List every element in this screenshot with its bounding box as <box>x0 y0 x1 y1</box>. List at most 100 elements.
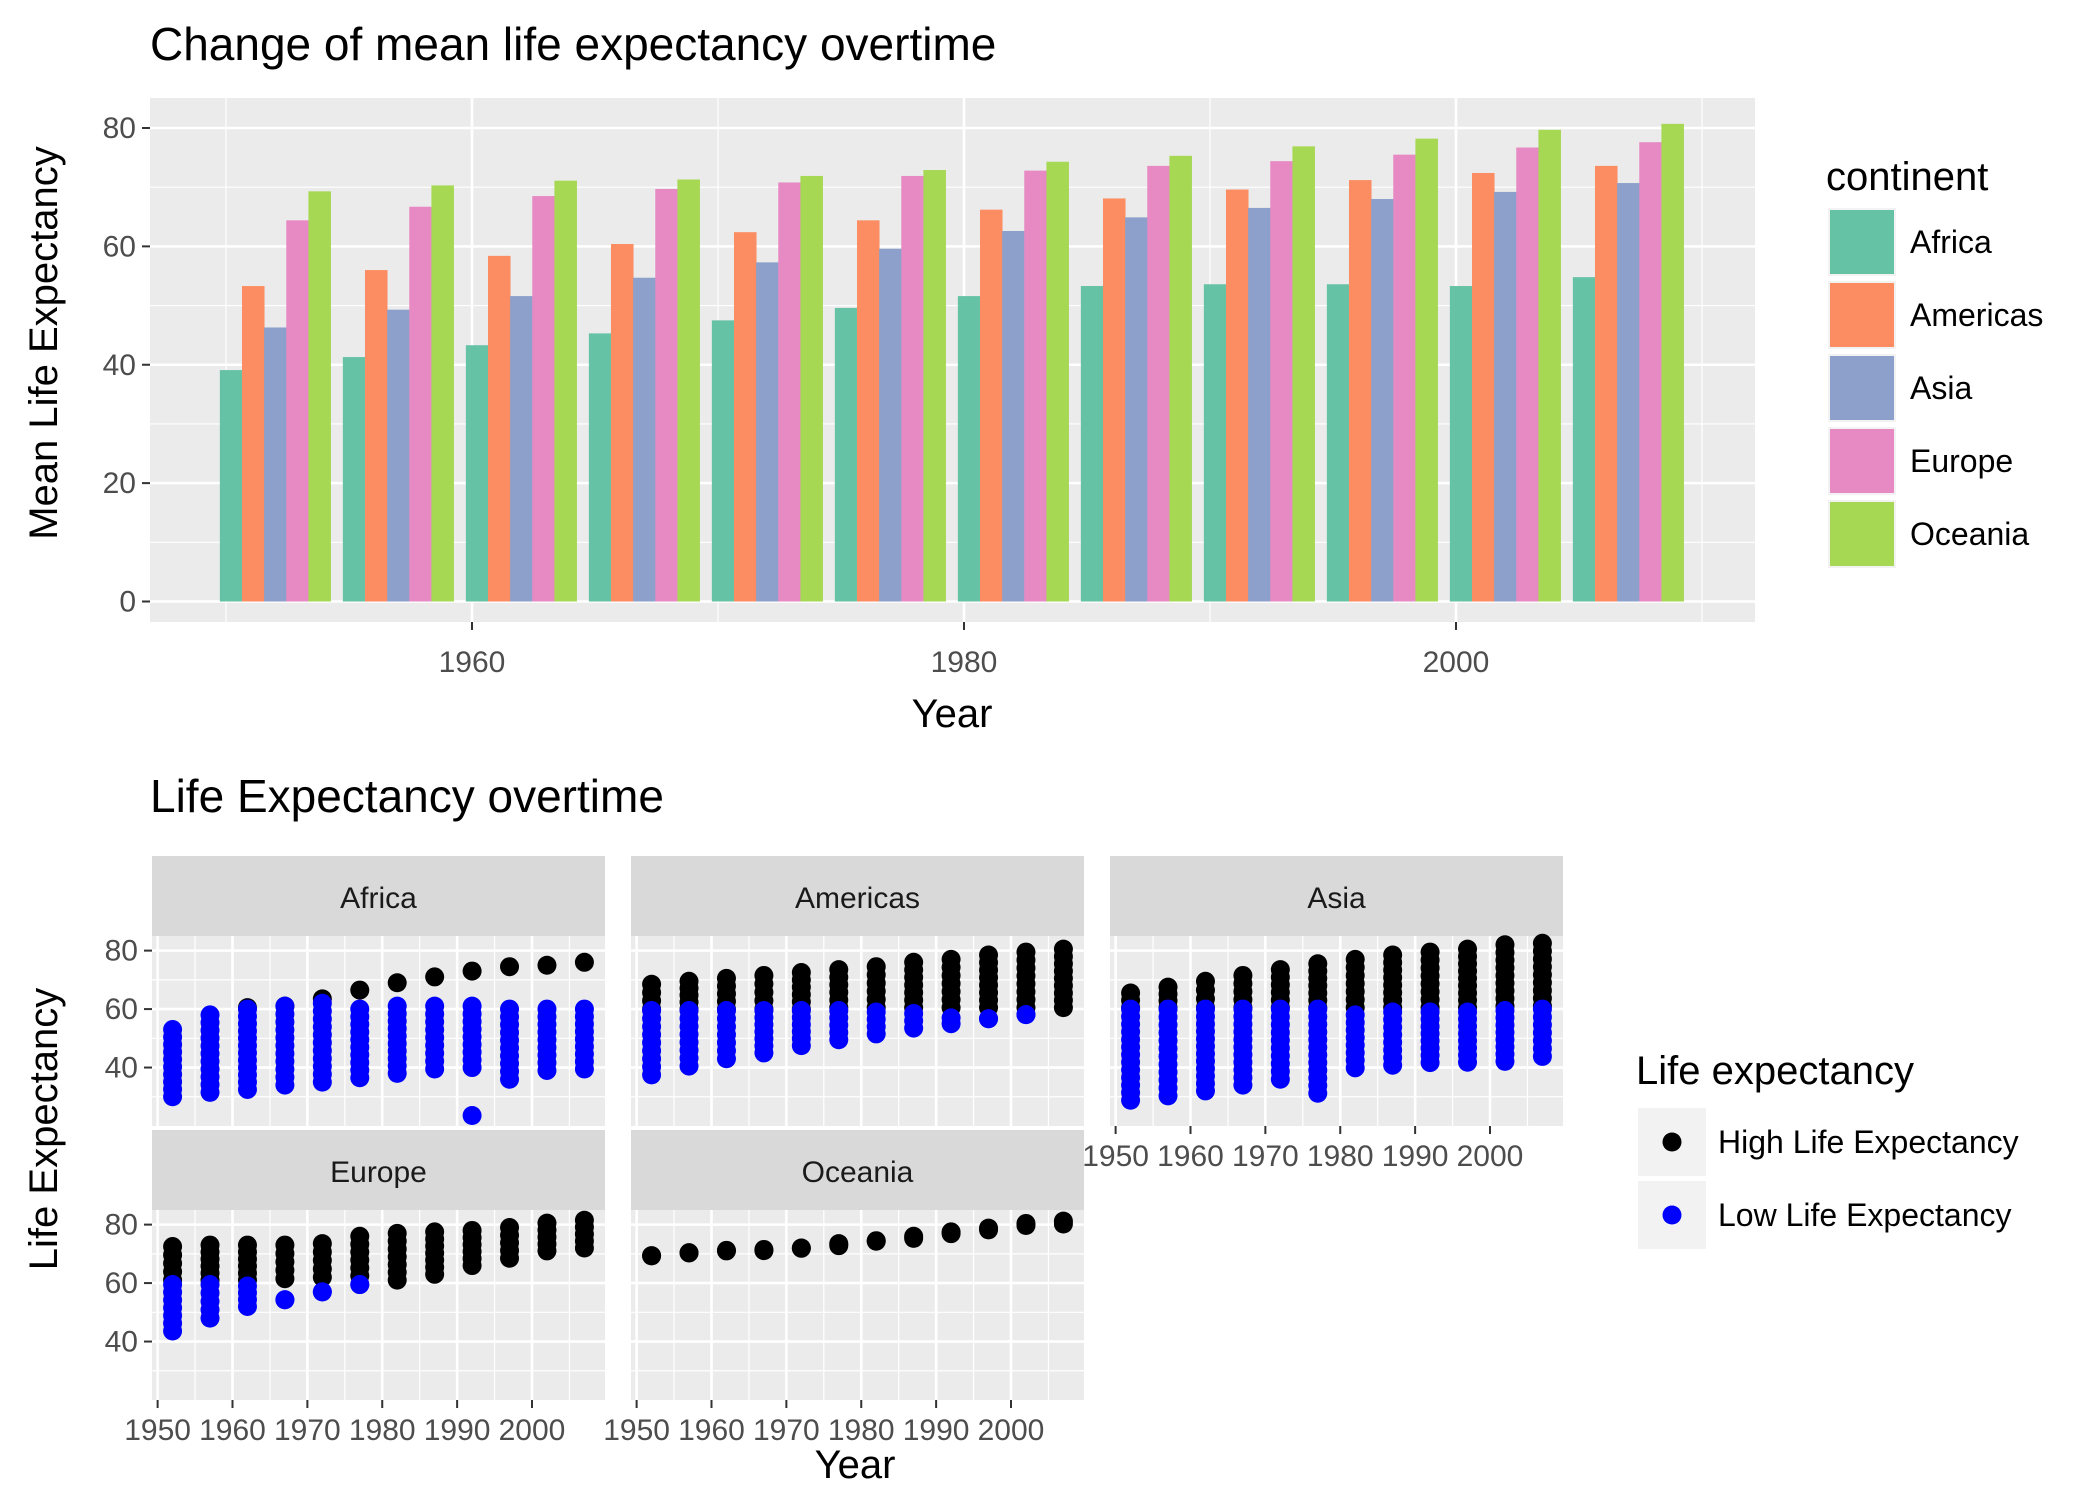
bar-europe-2007 <box>1639 142 1662 602</box>
point-low <box>1121 999 1141 1019</box>
bar-americas-1987 <box>1102 198 1126 602</box>
point-high <box>537 955 557 975</box>
bar-oceania-1977 <box>923 170 946 602</box>
point-low <box>1016 1005 1036 1025</box>
point-high <box>904 952 924 972</box>
point-high <box>679 1243 699 1263</box>
x-tick-label: 1960 <box>1157 1140 1224 1173</box>
point-high <box>462 1220 482 1240</box>
point-low <box>500 999 520 1019</box>
bar-europe-1992 <box>1270 161 1293 602</box>
point-low <box>275 1290 295 1310</box>
point-high <box>1458 939 1478 959</box>
bar-asia-1952 <box>264 327 287 602</box>
legend-label-asia: Asia <box>1910 370 1972 406</box>
facet-strip <box>1110 856 1563 936</box>
point-low <box>1383 1002 1403 1022</box>
point-low <box>829 1001 849 1021</box>
bar-americas-1952 <box>241 286 265 602</box>
point-low <box>904 1003 924 1023</box>
point-low <box>941 1008 961 1028</box>
point-low <box>425 996 445 1016</box>
bar-africa-1967 <box>588 333 612 602</box>
point-high <box>1270 960 1290 980</box>
scatter-chart-title: Life Expectancy overtime <box>150 770 664 822</box>
bar-americas-1972 <box>733 232 757 602</box>
legend-label: High Life Expectancy <box>1718 1124 2019 1160</box>
point-high <box>1195 971 1215 991</box>
x-tick-label: 1980 <box>1307 1140 1374 1173</box>
point-low <box>1270 999 1290 1019</box>
point-high <box>312 1234 332 1254</box>
bar-oceania-1957 <box>431 185 454 602</box>
bar-africa-1972 <box>711 320 735 602</box>
point-high <box>716 1240 736 1260</box>
point-high <box>500 957 520 977</box>
point-high <box>866 1231 886 1251</box>
bar-europe-1967 <box>655 188 678 602</box>
x-tick-label: 1960 <box>199 1414 266 1447</box>
bar-asia-2007 <box>1617 183 1640 602</box>
point-high <box>537 1213 557 1233</box>
point-low <box>979 1009 999 1029</box>
point-high <box>275 1235 295 1255</box>
point-low <box>350 1275 370 1295</box>
point-high <box>163 1237 183 1257</box>
point-low <box>200 1275 220 1295</box>
legend-label-africa: Africa <box>1910 224 1992 260</box>
point-high <box>979 1218 999 1238</box>
point-high <box>1383 945 1403 965</box>
bar-oceania-2007 <box>1661 123 1684 602</box>
bar-oceania-1997 <box>1415 138 1438 602</box>
point-low <box>163 1020 183 1040</box>
bar-asia-1987 <box>1125 217 1148 602</box>
point-high <box>1233 965 1253 985</box>
point-low <box>163 1275 183 1295</box>
facet-europe: Europe 40 60 80 1950 1960 1970 1980 1990 2000 <box>105 1130 605 1447</box>
point-high <box>350 1226 370 1246</box>
x-tick-label: 1990 <box>903 1414 970 1447</box>
point-high <box>904 1226 924 1246</box>
point-high <box>425 967 445 987</box>
bar-europe-1957 <box>409 206 432 602</box>
bar-africa-1952 <box>219 370 243 602</box>
point-low <box>1495 1001 1515 1021</box>
y-tick-label: 40 <box>105 1052 138 1085</box>
bar-asia-1982 <box>1002 230 1025 602</box>
bar-asia-1972 <box>756 262 779 602</box>
y-tick-label: 60 <box>105 1267 138 1300</box>
y-tick-label: 60 <box>103 230 136 263</box>
legend-label-europe: Europe <box>1910 443 2013 479</box>
x-tick-label: 1970 <box>753 1414 820 1447</box>
point-low <box>1233 999 1253 1019</box>
y-tick-label: 80 <box>105 935 138 968</box>
legend-swatch-europe <box>1830 429 1894 493</box>
point-high <box>1420 942 1440 962</box>
legend-label-americas: Americas <box>1910 297 2043 333</box>
point-high <box>500 1218 520 1238</box>
bar-oceania-1952 <box>308 191 331 602</box>
point-low <box>312 993 332 1013</box>
bar-chart-panel: 0 20 40 60 80 1960 1980 2000 <box>103 98 1755 679</box>
bar-europe-1977 <box>901 175 924 602</box>
point-high <box>1308 954 1328 974</box>
point-low <box>462 996 482 1016</box>
x-tick-label: 1970 <box>1232 1140 1299 1173</box>
point-high <box>716 968 736 988</box>
bar-europe-1972 <box>778 182 801 602</box>
bar-europe-2002 <box>1516 147 1539 602</box>
legend-swatch-asia <box>1830 356 1894 420</box>
point-high <box>200 1235 220 1255</box>
bar-africa-1997 <box>1326 284 1350 602</box>
bar-oceania-1967 <box>677 179 700 602</box>
point-high <box>642 974 662 994</box>
point-low <box>1458 1002 1478 1022</box>
bar-chart-x-axis-title: Year <box>912 692 993 736</box>
bar-africa-1977 <box>834 307 858 602</box>
bar-africa-1962 <box>465 345 489 602</box>
facet-strip-label: Europe <box>330 1156 427 1189</box>
facet-strip-label: Oceania <box>802 1156 914 1189</box>
facet-strip <box>631 1130 1084 1210</box>
bar-asia-1967 <box>633 277 656 602</box>
point-high <box>754 1239 774 1259</box>
